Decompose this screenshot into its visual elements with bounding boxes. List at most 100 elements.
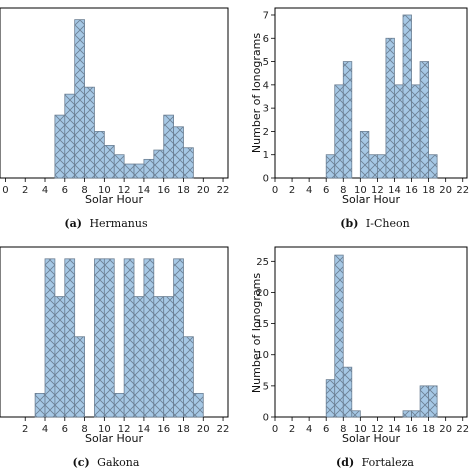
panel-a-bar <box>94 131 105 179</box>
panel-d-ylabel: Number of Ionograms <box>250 273 263 393</box>
panel-b-bar <box>385 37 395 179</box>
panel-c-xtick-label: 18 <box>177 424 190 435</box>
panel-b-xtick-label: 10 <box>354 185 367 196</box>
panel-d-ytick-label: 20 <box>256 288 269 299</box>
panel-c-xtick-label: 14 <box>138 424 151 435</box>
panel-a-bar <box>183 147 194 179</box>
panel-d-xtick-label: 6 <box>323 424 329 435</box>
panel-a-xtick-label: 18 <box>177 185 190 196</box>
panel-b-ytick-label: 0 <box>263 174 269 185</box>
panel-b-xlabel: Solar Hour <box>342 193 401 206</box>
panel-b-bar <box>359 131 370 179</box>
panel-d-xtick-label: 12 <box>371 424 384 435</box>
panel-a-xtick-label: 16 <box>157 185 170 196</box>
panel-b-caption-letter: (b) <box>340 217 358 230</box>
panel-b-xtick-label: 12 <box>371 185 384 196</box>
panel-b-bars <box>325 14 438 179</box>
panel-c: 2 4 6 8 10 12 14 16 18 20 22 Solar Hour (c) Gakona <box>0 246 229 469</box>
panel-c-bar <box>133 296 145 418</box>
panel-b-xtick-label: 20 <box>439 185 452 196</box>
panel-d-ytick-label: 10 <box>256 350 269 361</box>
panel-c-xtick-label: 6 <box>62 424 68 435</box>
panel-d-xtick-label: 8 <box>340 424 346 435</box>
panel-b-bar <box>376 154 387 179</box>
panel-b-ytick-label: 4 <box>263 80 269 91</box>
panel-c-bar <box>54 296 66 418</box>
panel-c-bar <box>123 258 135 418</box>
panel-c-bar <box>183 336 194 418</box>
panel-b-xtick-label: 16 <box>405 185 418 196</box>
panel-b-xtick-label: 4 <box>306 185 312 196</box>
panel-a-bar <box>64 93 76 179</box>
panel-a-bars <box>54 19 194 179</box>
panel-b-yticks: 0 1 2 3 4 5 6 7 <box>263 10 275 185</box>
panel-c-xtick-label: 12 <box>118 424 131 435</box>
panel-d-bars <box>325 254 438 418</box>
panel-a-bar <box>143 158 155 179</box>
panel-d-xtick-label: 10 <box>354 424 367 435</box>
panel-b-bar <box>402 14 412 179</box>
panel-c-xtick-label: 20 <box>197 424 210 435</box>
panel-b-bar <box>325 154 336 179</box>
panel-c-bar <box>113 392 125 418</box>
panel-c-caption-text: Gakona <box>97 456 140 469</box>
panel-d-ytick-label: 5 <box>263 381 269 392</box>
panel-d-xtick-label: 16 <box>405 424 418 435</box>
panel-c-xtick-label: 2 <box>22 424 28 435</box>
panel-b-caption-text: I-Cheon <box>366 217 410 230</box>
panel-b-ytick-label: 1 <box>263 150 269 161</box>
panel-a-caption: (a) Hermanus <box>64 217 148 230</box>
panel-a-bar <box>133 163 145 179</box>
panel-b-xtick-label: 6 <box>323 185 329 196</box>
panel-b-xticks: 0 2 4 6 8 10 12 14 16 18 20 22 <box>272 178 469 196</box>
panel-b-ytick-label: 2 <box>263 127 269 138</box>
panel-d-xtick-label: 2 <box>289 424 295 435</box>
panel-a-xtick-label: 4 <box>42 185 48 196</box>
panel-d-bar <box>325 379 336 418</box>
panel-b-bar <box>428 154 438 179</box>
panel-d-xtick-label: 4 <box>306 424 312 435</box>
panel-b-bar <box>334 84 344 179</box>
panel-d-xtick-label: 18 <box>422 424 435 435</box>
panel-b-bar <box>342 61 353 179</box>
panel-d-caption-letter: (d) <box>336 456 354 469</box>
panel-a-caption-letter: (a) <box>64 217 82 230</box>
panel-a-xtick-label: 20 <box>197 185 210 196</box>
panel-b-xtick-label: 22 <box>456 185 469 196</box>
panel-c-bar <box>94 258 105 418</box>
panel-a-caption-text: Hermanus <box>89 217 148 230</box>
panel-a-xtick-label: 2 <box>22 185 28 196</box>
panel-b-ytick-label: 5 <box>263 57 269 68</box>
panel-d-xtick-label: 20 <box>439 424 452 435</box>
panel-a: 0 2 4 6 8 10 12 14 16 18 20 22 Solar Hour (a) Herma… <box>0 7 230 230</box>
panel-a-xlabel: Solar Hour <box>85 193 144 206</box>
panel-b-bar <box>394 84 404 179</box>
panel-d-ytick-label: 15 <box>256 319 269 330</box>
panel-b-ytick-label: 3 <box>263 104 269 115</box>
panel-c-bar <box>192 392 204 418</box>
panel-a-bar <box>173 126 184 179</box>
panel-c-caption: (c) Gakona <box>73 456 140 469</box>
panel-a-bar <box>103 144 115 179</box>
panel-b-bar <box>368 154 378 179</box>
panel-c-xtick-label: 8 <box>81 424 87 435</box>
panel-d-bar <box>334 254 344 418</box>
panel-b-ylabel: Number of Ionograms <box>250 33 263 153</box>
panel-a-xtick-label: 0 <box>2 185 8 196</box>
panel-d-xtick-label: 22 <box>456 424 469 435</box>
panel-c-bar <box>163 296 174 418</box>
panel-b-ytick-label: 7 <box>263 10 269 21</box>
panel-a-bar <box>113 154 125 179</box>
panel-c-bars <box>34 258 204 418</box>
panel-a-xtick-label: 10 <box>98 185 111 196</box>
panel-d-ytick-label: 0 <box>263 413 269 424</box>
panel-d-bar <box>419 385 430 418</box>
panel-b-frame <box>274 7 468 179</box>
panel-b-xtick-label: 0 <box>272 185 278 196</box>
panel-b-bar <box>411 84 421 179</box>
panel-a-xtick-label: 22 <box>217 185 230 196</box>
panel-d-frame <box>274 246 468 418</box>
panel-d-xtick-label: 0 <box>272 424 278 435</box>
